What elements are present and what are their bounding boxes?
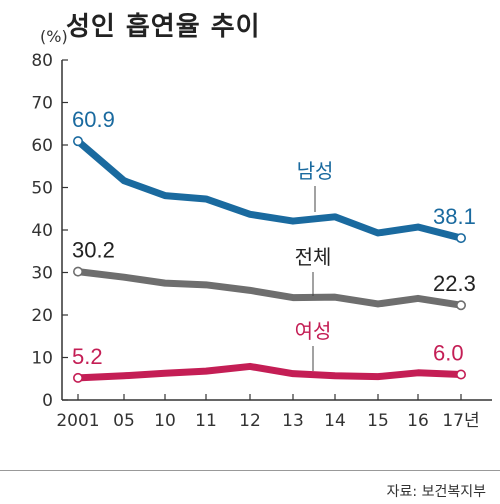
x-tick-label: 10 bbox=[154, 411, 176, 431]
end-point-marker bbox=[455, 300, 466, 311]
y-unit-label: (%) bbox=[40, 27, 68, 46]
chart-title: 성인 흡연율 추이 bbox=[66, 12, 261, 42]
start-value-label: 30.2 bbox=[72, 238, 115, 263]
x-tick-label: 05 bbox=[113, 411, 135, 431]
x-tick-label: 2001 bbox=[56, 411, 99, 431]
series-name-label: 여성 bbox=[295, 319, 332, 343]
start-value-label: 60.9 bbox=[72, 107, 115, 132]
y-tick-label: 0 bbox=[42, 391, 53, 411]
divider bbox=[0, 470, 500, 471]
end-value-label: 38.1 bbox=[433, 204, 476, 229]
x-tick-label: 16 bbox=[407, 411, 429, 431]
y-tick-label: 20 bbox=[31, 306, 53, 326]
series-name-label: 남성 bbox=[297, 159, 334, 183]
y-tick-label: 10 bbox=[31, 349, 53, 369]
y-tick-label: 40 bbox=[31, 221, 53, 241]
y-tick-label: 70 bbox=[31, 94, 53, 114]
x-tick-label: 12 bbox=[239, 411, 261, 431]
end-point-marker bbox=[455, 369, 466, 380]
series-line-전체 bbox=[74, 268, 465, 309]
x-tick-label: 17년 bbox=[442, 411, 479, 431]
y-tick-label: 60 bbox=[31, 136, 53, 156]
line-chart: (%) 0 10 20 30 40 50 60 70 80 2001 05 10 11 12 13 14 15 16… bbox=[31, 27, 492, 431]
series-name-label: 전체 bbox=[295, 245, 332, 269]
start-point-marker bbox=[73, 136, 84, 147]
y-tick-label: 80 bbox=[31, 51, 53, 71]
source-note: 자료: 보건복지부 bbox=[386, 484, 486, 500]
x-tick-label: 15 bbox=[367, 411, 389, 431]
end-value-label: 6.0 bbox=[433, 341, 464, 366]
y-tick-label: 50 bbox=[31, 179, 53, 199]
series-line-여성 bbox=[74, 362, 465, 382]
series-line-남성 bbox=[74, 137, 465, 242]
x-tick-label: 13 bbox=[282, 411, 304, 431]
x-tick-label: 11 bbox=[195, 411, 217, 431]
start-point-marker bbox=[73, 372, 84, 383]
y-tick-label: 30 bbox=[31, 264, 53, 284]
end-point-marker bbox=[455, 233, 466, 244]
end-value-label: 22.3 bbox=[433, 271, 476, 296]
start-point-marker bbox=[73, 266, 84, 277]
start-value-label: 5.2 bbox=[72, 344, 103, 369]
x-tick-label: 14 bbox=[324, 411, 346, 431]
